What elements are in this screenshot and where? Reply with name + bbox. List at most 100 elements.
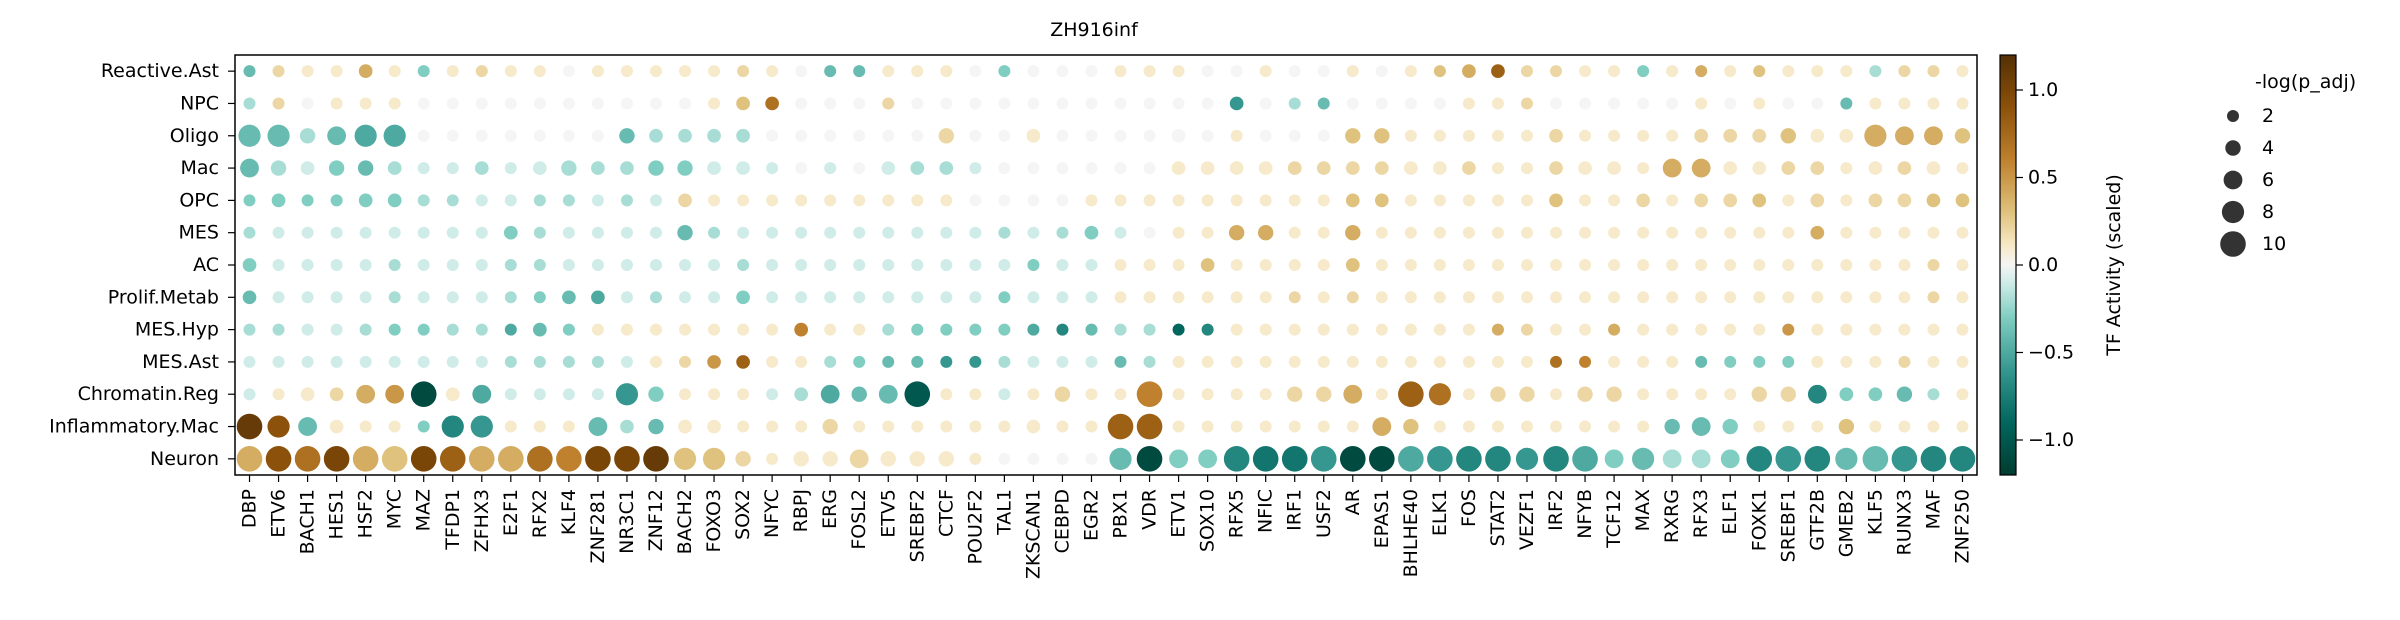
dot (909, 451, 925, 467)
column-label: CEBPD (1051, 489, 1073, 553)
row-label: NPC (180, 92, 219, 114)
dot (1746, 446, 1773, 472)
dot (330, 194, 343, 207)
dot (330, 291, 343, 304)
dot (1752, 193, 1767, 208)
dot (614, 446, 640, 472)
dot (270, 160, 287, 176)
dot (1491, 194, 1504, 207)
column-label: PBX1 (1110, 489, 1132, 539)
dot (707, 355, 721, 369)
dot (795, 65, 808, 78)
dot (1608, 65, 1621, 78)
dot (1428, 383, 1451, 406)
dot (940, 194, 953, 207)
dot (615, 383, 639, 406)
dot (1317, 194, 1330, 207)
dot (1955, 193, 1970, 208)
dot (1171, 161, 1186, 175)
dot (938, 128, 955, 144)
dot (1550, 65, 1563, 78)
dot (702, 447, 726, 470)
dot (1317, 323, 1330, 336)
colorbar-tick-label: 0.5 (2028, 167, 2058, 189)
dot (1579, 129, 1592, 142)
dot (417, 194, 430, 207)
dot (1259, 259, 1272, 271)
dot (1840, 323, 1853, 336)
size-legend-label: 2 (2262, 105, 2274, 127)
dot (410, 381, 437, 408)
dot (1579, 194, 1592, 207)
dot (882, 323, 895, 336)
dot (358, 64, 373, 79)
dot (1840, 65, 1853, 78)
dot (1288, 420, 1301, 433)
dot (272, 291, 285, 304)
dot (649, 259, 662, 271)
dot (708, 323, 721, 336)
dot (359, 355, 372, 368)
dot (853, 97, 866, 110)
dot (1427, 446, 1453, 472)
dot (1490, 386, 1506, 402)
dot (1310, 446, 1337, 472)
dot (1433, 259, 1446, 271)
dot (1143, 97, 1156, 110)
dot (383, 124, 406, 147)
dot (736, 290, 750, 305)
dot (267, 124, 290, 147)
dot (940, 291, 953, 304)
dot (882, 259, 895, 271)
dot (1230, 65, 1243, 78)
dot (911, 355, 924, 368)
row-label: Reactive.Ast (101, 60, 219, 82)
dot (679, 291, 692, 304)
dot (881, 161, 896, 175)
dot (1056, 355, 1069, 368)
dot (474, 161, 489, 175)
dot (1811, 291, 1824, 304)
dot (1404, 291, 1417, 304)
dot (1288, 259, 1301, 271)
dot (1085, 291, 1098, 304)
dot (1927, 323, 1940, 336)
dot (824, 355, 837, 368)
row-label: OPC (179, 189, 219, 211)
dot (737, 420, 750, 433)
dot (1898, 291, 1911, 304)
dot (1520, 226, 1533, 239)
dot (1317, 291, 1330, 304)
dot (1579, 65, 1592, 78)
dot (1317, 226, 1330, 239)
dot (707, 128, 721, 143)
dot (1869, 355, 1882, 368)
dot (1927, 226, 1940, 239)
dot (1346, 291, 1359, 304)
dot (765, 96, 779, 111)
dot (1027, 65, 1040, 78)
dot (475, 355, 488, 368)
dot (388, 420, 401, 433)
dot (1114, 194, 1127, 207)
colorbar-tick-label: 1.0 (2028, 79, 2058, 101)
dot (1230, 259, 1243, 271)
dot (1839, 128, 1854, 143)
dot (679, 97, 692, 110)
dot (1520, 259, 1533, 271)
dot (1782, 323, 1795, 336)
dot (795, 259, 808, 271)
dot (1572, 446, 1598, 472)
dot (998, 226, 1011, 239)
dot (969, 355, 982, 368)
dot (1114, 259, 1127, 271)
dot (969, 129, 982, 142)
dot (1462, 64, 1476, 79)
dot (446, 162, 459, 175)
dot (1666, 65, 1679, 78)
dot (1056, 420, 1069, 433)
dot (1288, 355, 1301, 368)
dot (1200, 258, 1215, 272)
dot (1085, 129, 1098, 142)
dot (911, 226, 924, 239)
